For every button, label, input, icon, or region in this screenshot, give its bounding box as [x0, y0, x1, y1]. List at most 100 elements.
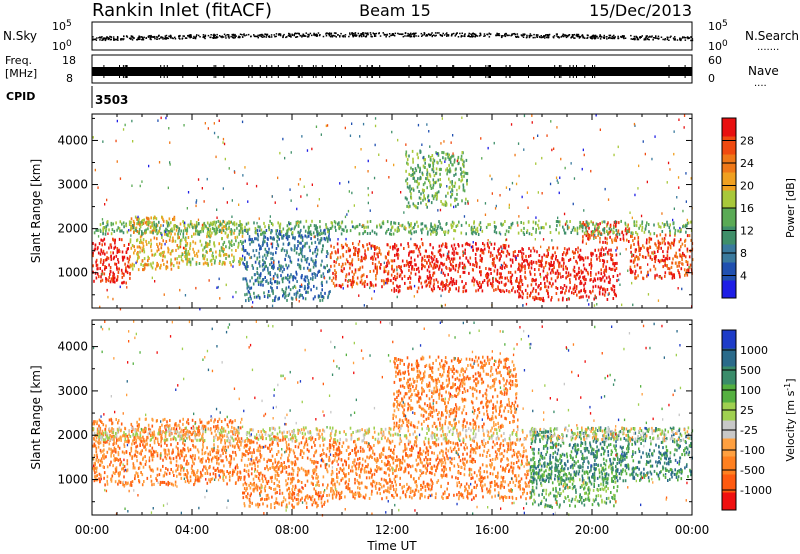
- power-cell: [375, 277, 377, 281]
- power-cell: [313, 224, 316, 228]
- power-cell: [168, 127, 170, 130]
- power-cell: [215, 220, 217, 224]
- noise-point: [660, 36, 663, 38]
- power-cell: [233, 221, 236, 225]
- power-cell: [422, 155, 425, 159]
- power-cell: [414, 223, 416, 227]
- noise-point: [467, 35, 469, 37]
- power-cell: [474, 257, 477, 260]
- power-cell: [534, 273, 536, 277]
- power-cell: [669, 246, 672, 250]
- power-cell: [334, 225, 336, 229]
- noise-point: [348, 35, 350, 38]
- power-cell: [615, 224, 617, 228]
- noise-point: [622, 35, 625, 37]
- power-cell: [228, 227, 230, 230]
- noise-point: [242, 36, 244, 38]
- power-cell: [586, 299, 589, 302]
- power-cell: [200, 243, 203, 247]
- power-cell: [608, 248, 610, 252]
- power-cell: [160, 243, 163, 247]
- power-cell: [156, 262, 159, 266]
- power-cell: [306, 241, 308, 245]
- power-cell: [286, 237, 289, 241]
- power-cell: [92, 254, 94, 258]
- noise-point: [96, 37, 98, 39]
- power-cell: [340, 285, 342, 289]
- power-cell: [106, 251, 108, 254]
- power-cell: [307, 286, 309, 290]
- power-cell: [241, 247, 244, 251]
- power-cell: [116, 160, 118, 163]
- power-cell: [275, 229, 277, 233]
- power-cell: [643, 230, 646, 234]
- power-cell: [121, 255, 124, 259]
- power-cell: [102, 239, 104, 243]
- power-cell: [390, 228, 392, 232]
- power-cell: [239, 257, 241, 261]
- power-cell: [442, 253, 445, 257]
- power-cell: [530, 249, 532, 253]
- noise-point: [651, 35, 653, 37]
- power-cell: [500, 254, 502, 258]
- power-cell: [285, 263, 287, 267]
- power-cell: [393, 245, 395, 249]
- power-cell: [347, 209, 350, 213]
- power-cell: [429, 228, 431, 232]
- power-cell: [559, 220, 561, 224]
- power-cell: [248, 235, 251, 239]
- noise-point: [216, 37, 218, 39]
- power-cell: [486, 281, 489, 285]
- power-cell: [264, 240, 266, 244]
- power-cell: [414, 272, 417, 276]
- power-cell: [134, 248, 136, 252]
- power-cell: [360, 275, 363, 279]
- power-cell: [532, 246, 535, 250]
- power-cell: [113, 255, 115, 259]
- power-cell: [399, 224, 401, 227]
- power-cell: [410, 166, 412, 170]
- power-cell: [473, 225, 476, 229]
- noise-point: [590, 35, 593, 38]
- power-cell: [394, 253, 396, 257]
- power-cell: [522, 304, 524, 307]
- power-cell: [450, 257, 453, 261]
- power-cell: [298, 232, 301, 236]
- power-cell: [245, 228, 248, 232]
- power-cell: [557, 298, 560, 302]
- power-cell: [275, 251, 277, 255]
- power-cell: [236, 235, 239, 239]
- power-cell: [445, 203, 448, 207]
- power-cell: [669, 231, 671, 235]
- power-cell: [503, 283, 506, 287]
- power-cell: [609, 252, 612, 256]
- noise-point: [344, 36, 346, 38]
- power-cell: [233, 258, 235, 262]
- noise-point: [603, 36, 605, 39]
- power-cell: [145, 263, 147, 267]
- power-cell: [655, 243, 657, 247]
- power-cell: [602, 264, 604, 268]
- power-cell: [414, 263, 416, 267]
- power-cell: [653, 251, 656, 255]
- noise-point: [373, 33, 375, 35]
- power-cell: [554, 257, 557, 261]
- power-cell: [556, 220, 559, 223]
- power-cell: [315, 227, 318, 230]
- power-cell: [686, 269, 688, 273]
- power-cell: [685, 223, 687, 227]
- power-cell: [396, 268, 398, 272]
- power-cell: [451, 264, 454, 268]
- noise-point: [473, 33, 476, 35]
- noise-point: [546, 35, 549, 37]
- noise-point: [498, 33, 500, 35]
- power-cell: [580, 269, 582, 273]
- power-cell: [610, 228, 613, 232]
- power-cell: [569, 278, 571, 282]
- power-cell: [122, 257, 125, 261]
- power-cell: [304, 242, 307, 246]
- power-cell: [519, 275, 522, 278]
- noise-point: [204, 37, 206, 40]
- power-cell: [369, 286, 371, 290]
- noise-point: [233, 37, 235, 39]
